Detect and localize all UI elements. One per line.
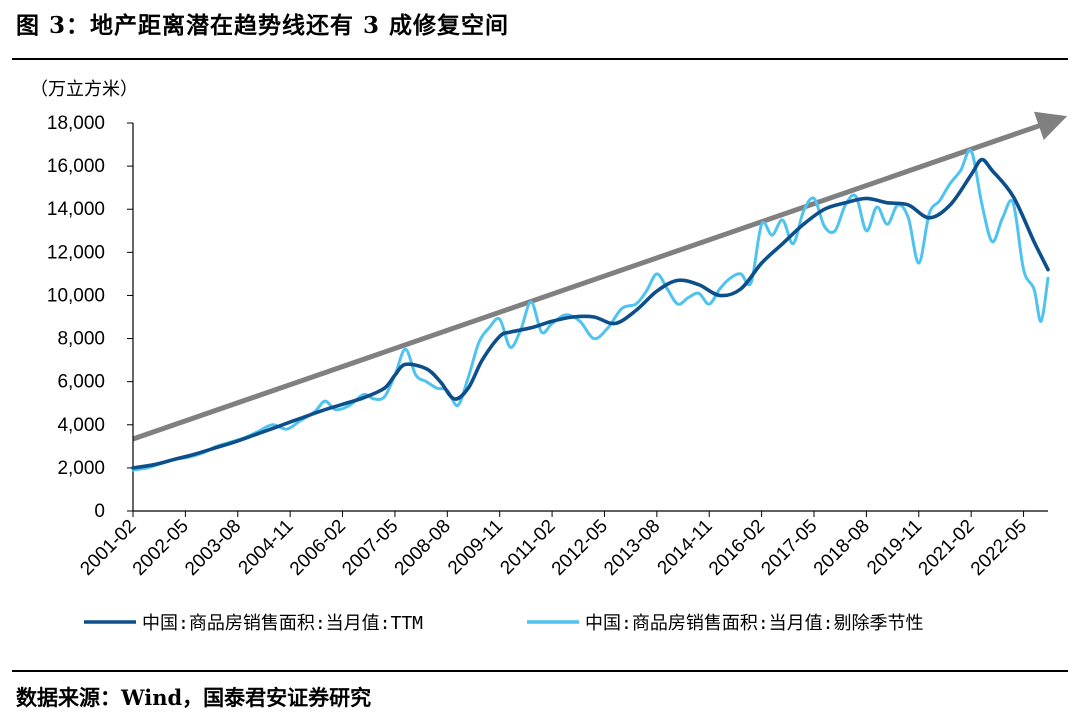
y-axis-unit-label: （万立方米） bbox=[30, 79, 138, 100]
x-tick-label: 2009-11 bbox=[444, 516, 507, 579]
legend-label: 中国:商品房销售面积:当月值:TTM bbox=[142, 613, 423, 634]
y-axis: 0 2,000 4,000 6,000 8,000 10,000 12,000 14,000 1… bbox=[47, 113, 134, 522]
y-tick-label: 10,000 bbox=[47, 285, 105, 306]
x-tick-label: 2008-08 bbox=[391, 516, 455, 580]
legend-label: 中国:商品房销售面积:当月值:剔除季节性 bbox=[585, 613, 924, 634]
legend: 中国:商品房销售面积:当月值:TTM 中国:商品房销售面积:当月值:剔除季节性 bbox=[84, 613, 924, 634]
data-source-note: 数据来源：Wind，国泰君安证券研究 bbox=[16, 685, 372, 710]
source-divider bbox=[12, 670, 1068, 672]
x-axis: 2001-022002-052003-082004-112006-022007-… bbox=[76, 510, 1048, 580]
line-chart: （万立方米） 0 2,000 4,000 6,000 8,000 10,000 12,000… bbox=[30, 79, 1068, 634]
x-tick-label: 2012-05 bbox=[548, 516, 612, 580]
y-tick-label: 4,000 bbox=[57, 415, 105, 436]
trend-arrow-layer bbox=[132, 111, 1068, 442]
ttm-series-line bbox=[131, 157, 1050, 470]
y-tick-label: 12,000 bbox=[47, 242, 105, 263]
seasonally-adjusted-series-line bbox=[131, 148, 1050, 472]
y-tick-label: 18,000 bbox=[47, 113, 105, 134]
x-tick-label: 2017-05 bbox=[757, 516, 821, 580]
trend-line-arrow bbox=[132, 111, 1068, 442]
x-tick-label: 2019-11 bbox=[863, 516, 926, 579]
y-tick-label: 16,000 bbox=[47, 156, 105, 177]
y-tick-label: 8,000 bbox=[57, 329, 105, 350]
x-tick-label: 2007-05 bbox=[338, 516, 402, 580]
y-tick-label: 2,000 bbox=[57, 458, 105, 479]
figure-title: 图 3：地产距离潜在趋势线还有 3 成修复空间 bbox=[16, 12, 510, 39]
x-tick-label: 2001-02 bbox=[76, 516, 140, 580]
x-tick-label: 2014-11 bbox=[654, 516, 717, 579]
x-tick-label: 2006-02 bbox=[286, 516, 350, 580]
x-tick-label: 2016-02 bbox=[705, 516, 769, 580]
x-tick-label: 2022-05 bbox=[967, 516, 1031, 580]
x-tick-label: 2018-08 bbox=[810, 516, 874, 580]
y-tick-label: 6,000 bbox=[57, 372, 105, 393]
series-layer bbox=[131, 148, 1050, 472]
title-divider bbox=[12, 58, 1068, 60]
x-tick-label: 2013-08 bbox=[600, 516, 664, 580]
x-tick-label: 2002-05 bbox=[129, 516, 193, 580]
y-tick-label: 0 bbox=[94, 501, 105, 522]
x-tick-label: 2003-08 bbox=[181, 516, 245, 580]
y-tick-label: 14,000 bbox=[47, 199, 105, 220]
x-tick-label: 2021-02 bbox=[915, 516, 979, 580]
x-tick-label: 2004-11 bbox=[235, 516, 298, 579]
x-tick-label: 2011-02 bbox=[496, 516, 559, 579]
